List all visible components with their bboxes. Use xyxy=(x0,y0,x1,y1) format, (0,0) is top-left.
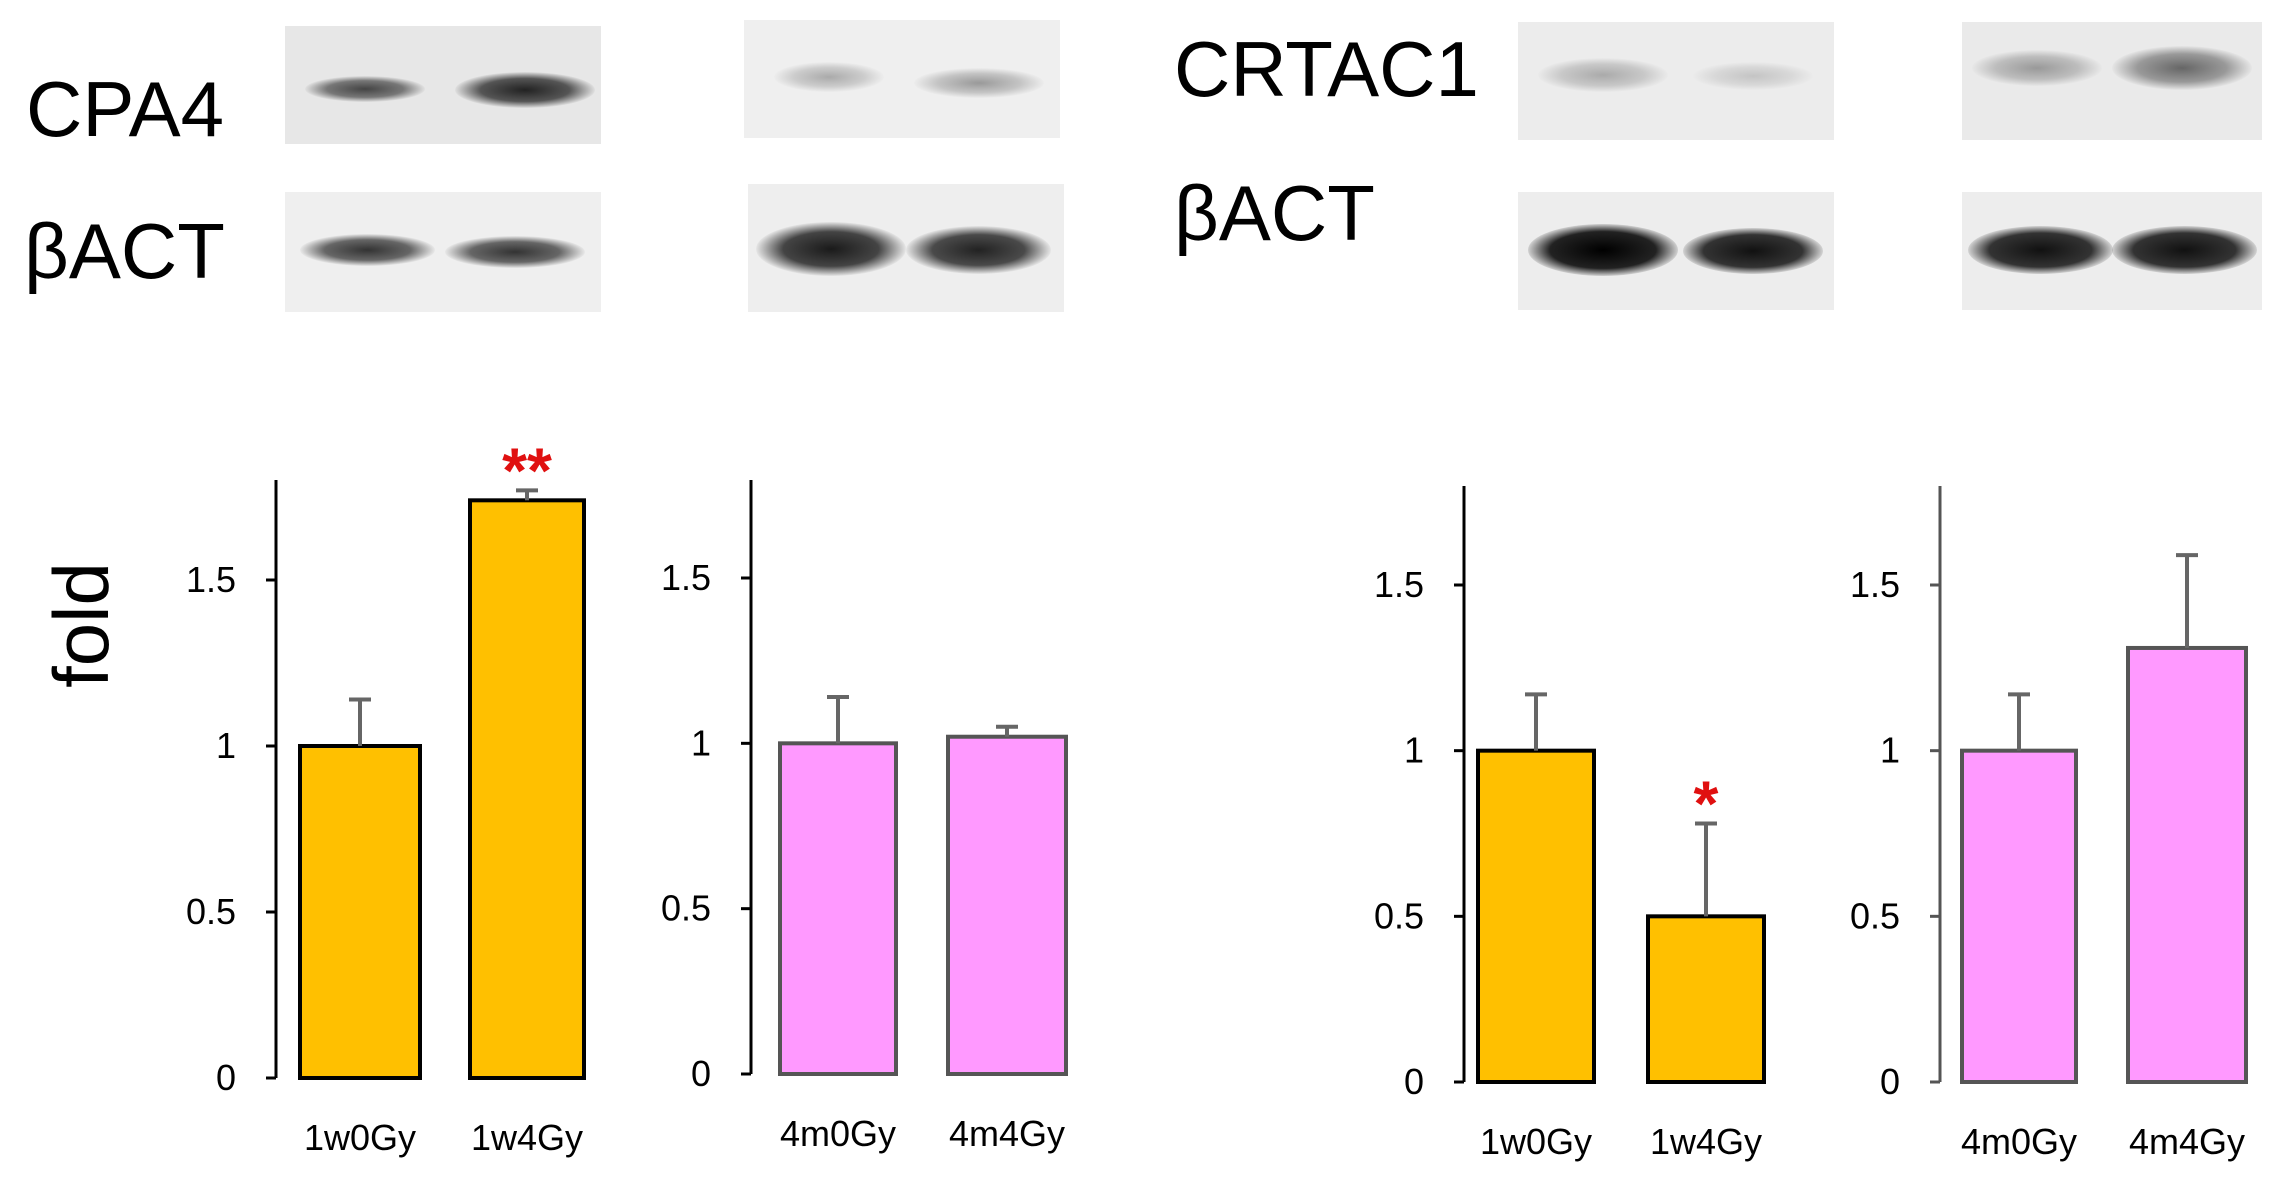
y-tick-label: 0.5 xyxy=(1850,895,1900,936)
significance-marker: ** xyxy=(502,434,552,506)
category-label: 1w0Gy xyxy=(304,1117,416,1158)
bar-4m4Gy xyxy=(946,734,1068,1076)
y-tick-label: 0.5 xyxy=(186,891,236,932)
y-tick-label: 0 xyxy=(1880,1061,1900,1102)
bar-4m0Gy xyxy=(778,741,898,1076)
y-tick-label: 1.5 xyxy=(1850,564,1900,605)
y-tick-label: 0 xyxy=(691,1053,711,1094)
category-label: 4m0Gy xyxy=(780,1113,896,1154)
y-tick-label: 0.5 xyxy=(661,888,711,929)
blot-bact-1w xyxy=(285,192,601,312)
category-label: 1w4Gy xyxy=(471,1117,583,1158)
y-tick-label: 1.5 xyxy=(186,559,236,600)
bar-1w4Gy xyxy=(468,498,586,1080)
significance-marker: * xyxy=(1694,768,1719,840)
bar-1w0Gy xyxy=(298,744,422,1080)
blot-label-bact-right: βACT xyxy=(1174,169,1375,257)
y-tick-label: 0 xyxy=(1404,1061,1424,1102)
y-tick-label: 1 xyxy=(216,725,236,766)
y-tick-label: 0.5 xyxy=(1374,895,1424,936)
category-label: 4m4Gy xyxy=(949,1113,1065,1154)
bar-4m0Gy xyxy=(1960,748,2078,1085)
blot-bact-4m xyxy=(748,184,1064,312)
blot-crtac1-1w xyxy=(1518,22,1834,140)
y-tick-label: 1.5 xyxy=(661,557,711,598)
bar-1w0Gy xyxy=(1476,748,1596,1085)
y-tick-label: 1.5 xyxy=(1374,564,1424,605)
blot-cpa4-1w xyxy=(285,26,601,144)
blot-label-crtac1: CRTAC1 xyxy=(1174,25,1479,113)
y-tick-label: 1 xyxy=(1880,730,1900,771)
y-tick-label: 0 xyxy=(216,1057,236,1098)
category-label: 1w0Gy xyxy=(1480,1121,1592,1162)
bar-1w4Gy xyxy=(1646,914,1766,1084)
category-label: 1w4Gy xyxy=(1650,1121,1762,1162)
blot-bact-crtac1-4m xyxy=(1962,192,2262,310)
bar-4m4Gy xyxy=(2126,645,2248,1084)
category-label: 4m0Gy xyxy=(1961,1121,2077,1162)
blot-cpa4-4m xyxy=(744,20,1060,138)
blot-label-cpa4: CPA4 xyxy=(26,65,224,153)
blot-label-bact-left: βACT xyxy=(24,207,225,295)
blot-bact-crtac1-1w xyxy=(1518,192,1834,310)
y-tick-label: 1 xyxy=(691,722,711,763)
blot-crtac1-4m xyxy=(1962,22,2262,140)
category-label: 4m4Gy xyxy=(2129,1121,2245,1162)
y-tick-label: 1 xyxy=(1404,730,1424,771)
